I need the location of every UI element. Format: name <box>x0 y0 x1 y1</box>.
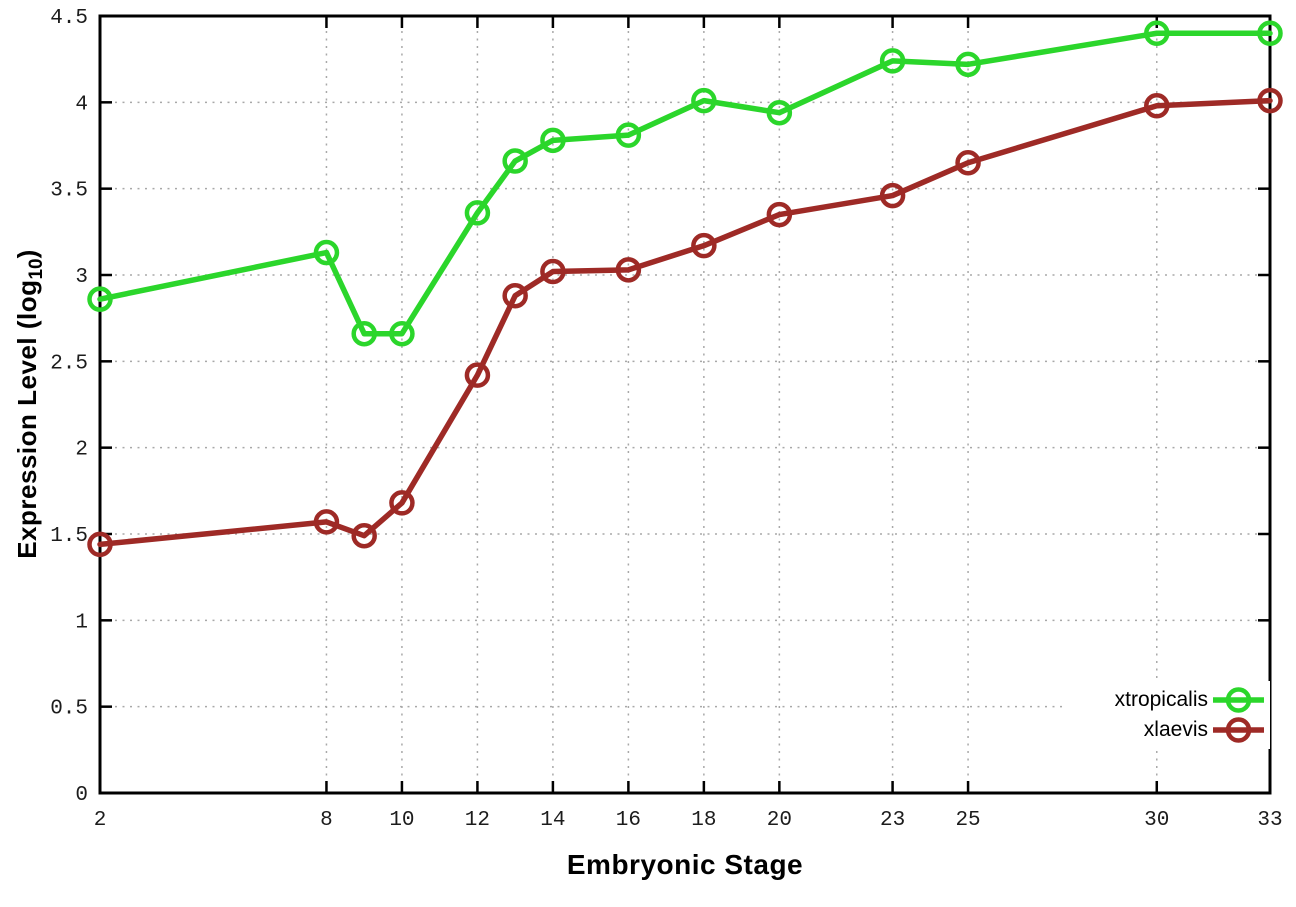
y-tick-label: 0 <box>75 784 88 807</box>
data-point-xtropicalis <box>879 48 906 74</box>
data-point-xlaevis <box>389 490 415 516</box>
data-point-xlaevis <box>313 509 340 535</box>
legend-sample-xlaevis <box>1213 717 1264 743</box>
data-point-xlaevis <box>502 282 528 309</box>
data-point-xtropicalis <box>691 87 717 114</box>
y-axis-title-main: Expression Level (log <box>12 279 42 559</box>
data-point-xlaevis <box>955 150 981 176</box>
y-tick-label: 2.5 <box>50 352 88 375</box>
data-point-xlaevis <box>1144 93 1170 119</box>
data-point-xtropicalis <box>955 51 981 78</box>
x-tick-label: 18 <box>691 809 716 832</box>
legend-label-xtropicalis: xtropicalis <box>1114 688 1208 711</box>
x-tick-label: 30 <box>1144 809 1169 832</box>
data-point-xtropicalis <box>615 122 642 148</box>
x-tick-label: 12 <box>465 809 490 832</box>
data-point-xtropicalis <box>1144 20 1170 47</box>
legend-sample-marker <box>1225 687 1252 713</box>
data-point-xtropicalis <box>313 239 340 266</box>
x-tick-label: 25 <box>955 809 980 832</box>
data-point-xlaevis <box>691 232 717 259</box>
x-tick-label: 16 <box>616 809 641 832</box>
x-tick-label: 33 <box>1257 809 1282 832</box>
data-point-xlaevis <box>766 201 793 228</box>
data-point-xtropicalis <box>540 127 566 154</box>
y-tick-label: 0.5 <box>50 698 88 721</box>
y-axis-title: Expression Level (log10) <box>12 249 48 559</box>
y-tick-label: 1.5 <box>50 525 88 548</box>
data-point-xlaevis <box>87 531 113 558</box>
series-line-xtropicalis <box>97 30 1273 337</box>
y-axis-title-close: ) <box>12 249 42 259</box>
x-tick-label: 14 <box>540 809 565 832</box>
x-tick-label: 20 <box>767 809 792 832</box>
data-point-xtropicalis <box>766 99 793 126</box>
y-tick-label: 3 <box>75 266 88 289</box>
legend-background <box>1064 681 1270 749</box>
y-tick-label: 4 <box>75 93 88 116</box>
y-axis-title-subscript: 10 <box>26 258 47 280</box>
data-point-xtropicalis <box>1257 20 1283 47</box>
series-line-xlaevis <box>97 97 1273 548</box>
y-tick-label: 3.5 <box>50 180 88 203</box>
series-xlaevis <box>87 87 1283 558</box>
data-point-xtropicalis <box>502 148 528 174</box>
data-point-xtropicalis <box>351 320 377 347</box>
tick-marks <box>98 14 1272 795</box>
data-point-xtropicalis <box>87 286 113 312</box>
series-xtropicalis <box>87 20 1283 347</box>
x-tick-label: 8 <box>320 809 333 832</box>
data-point-xlaevis <box>540 258 566 285</box>
tick-labels: 2 8 10 12 14 16 18 20 23 25 30 33 0 0.5 1 1.5 2 2.5 3 3.5 4 4… <box>50 7 1282 832</box>
x-tick-label: 2 <box>94 809 107 832</box>
plot-border <box>98 14 1272 795</box>
y-tick-label: 4.5 <box>50 7 88 30</box>
data-point-xlaevis <box>615 257 642 283</box>
x-axis-title: Embryonic Stage <box>566 849 804 880</box>
grid-lines <box>100 16 1270 793</box>
y-tick-label: 2 <box>75 439 88 462</box>
legend-sample-marker <box>1225 717 1252 743</box>
y-tick-label: 1 <box>75 611 88 634</box>
x-tick-label: 23 <box>880 809 905 832</box>
data-point-xtropicalis <box>464 200 491 226</box>
legend-label-xlaevis: xlaevis <box>1143 718 1208 741</box>
data-point-xlaevis <box>351 522 377 549</box>
data-point-xlaevis <box>1257 87 1283 114</box>
data-point-xlaevis <box>464 362 491 388</box>
data-point-xtropicalis <box>389 320 415 347</box>
x-tick-label: 10 <box>389 809 414 832</box>
data-point-xlaevis <box>879 182 906 209</box>
legend-sample-xtropicalis <box>1213 687 1264 713</box>
